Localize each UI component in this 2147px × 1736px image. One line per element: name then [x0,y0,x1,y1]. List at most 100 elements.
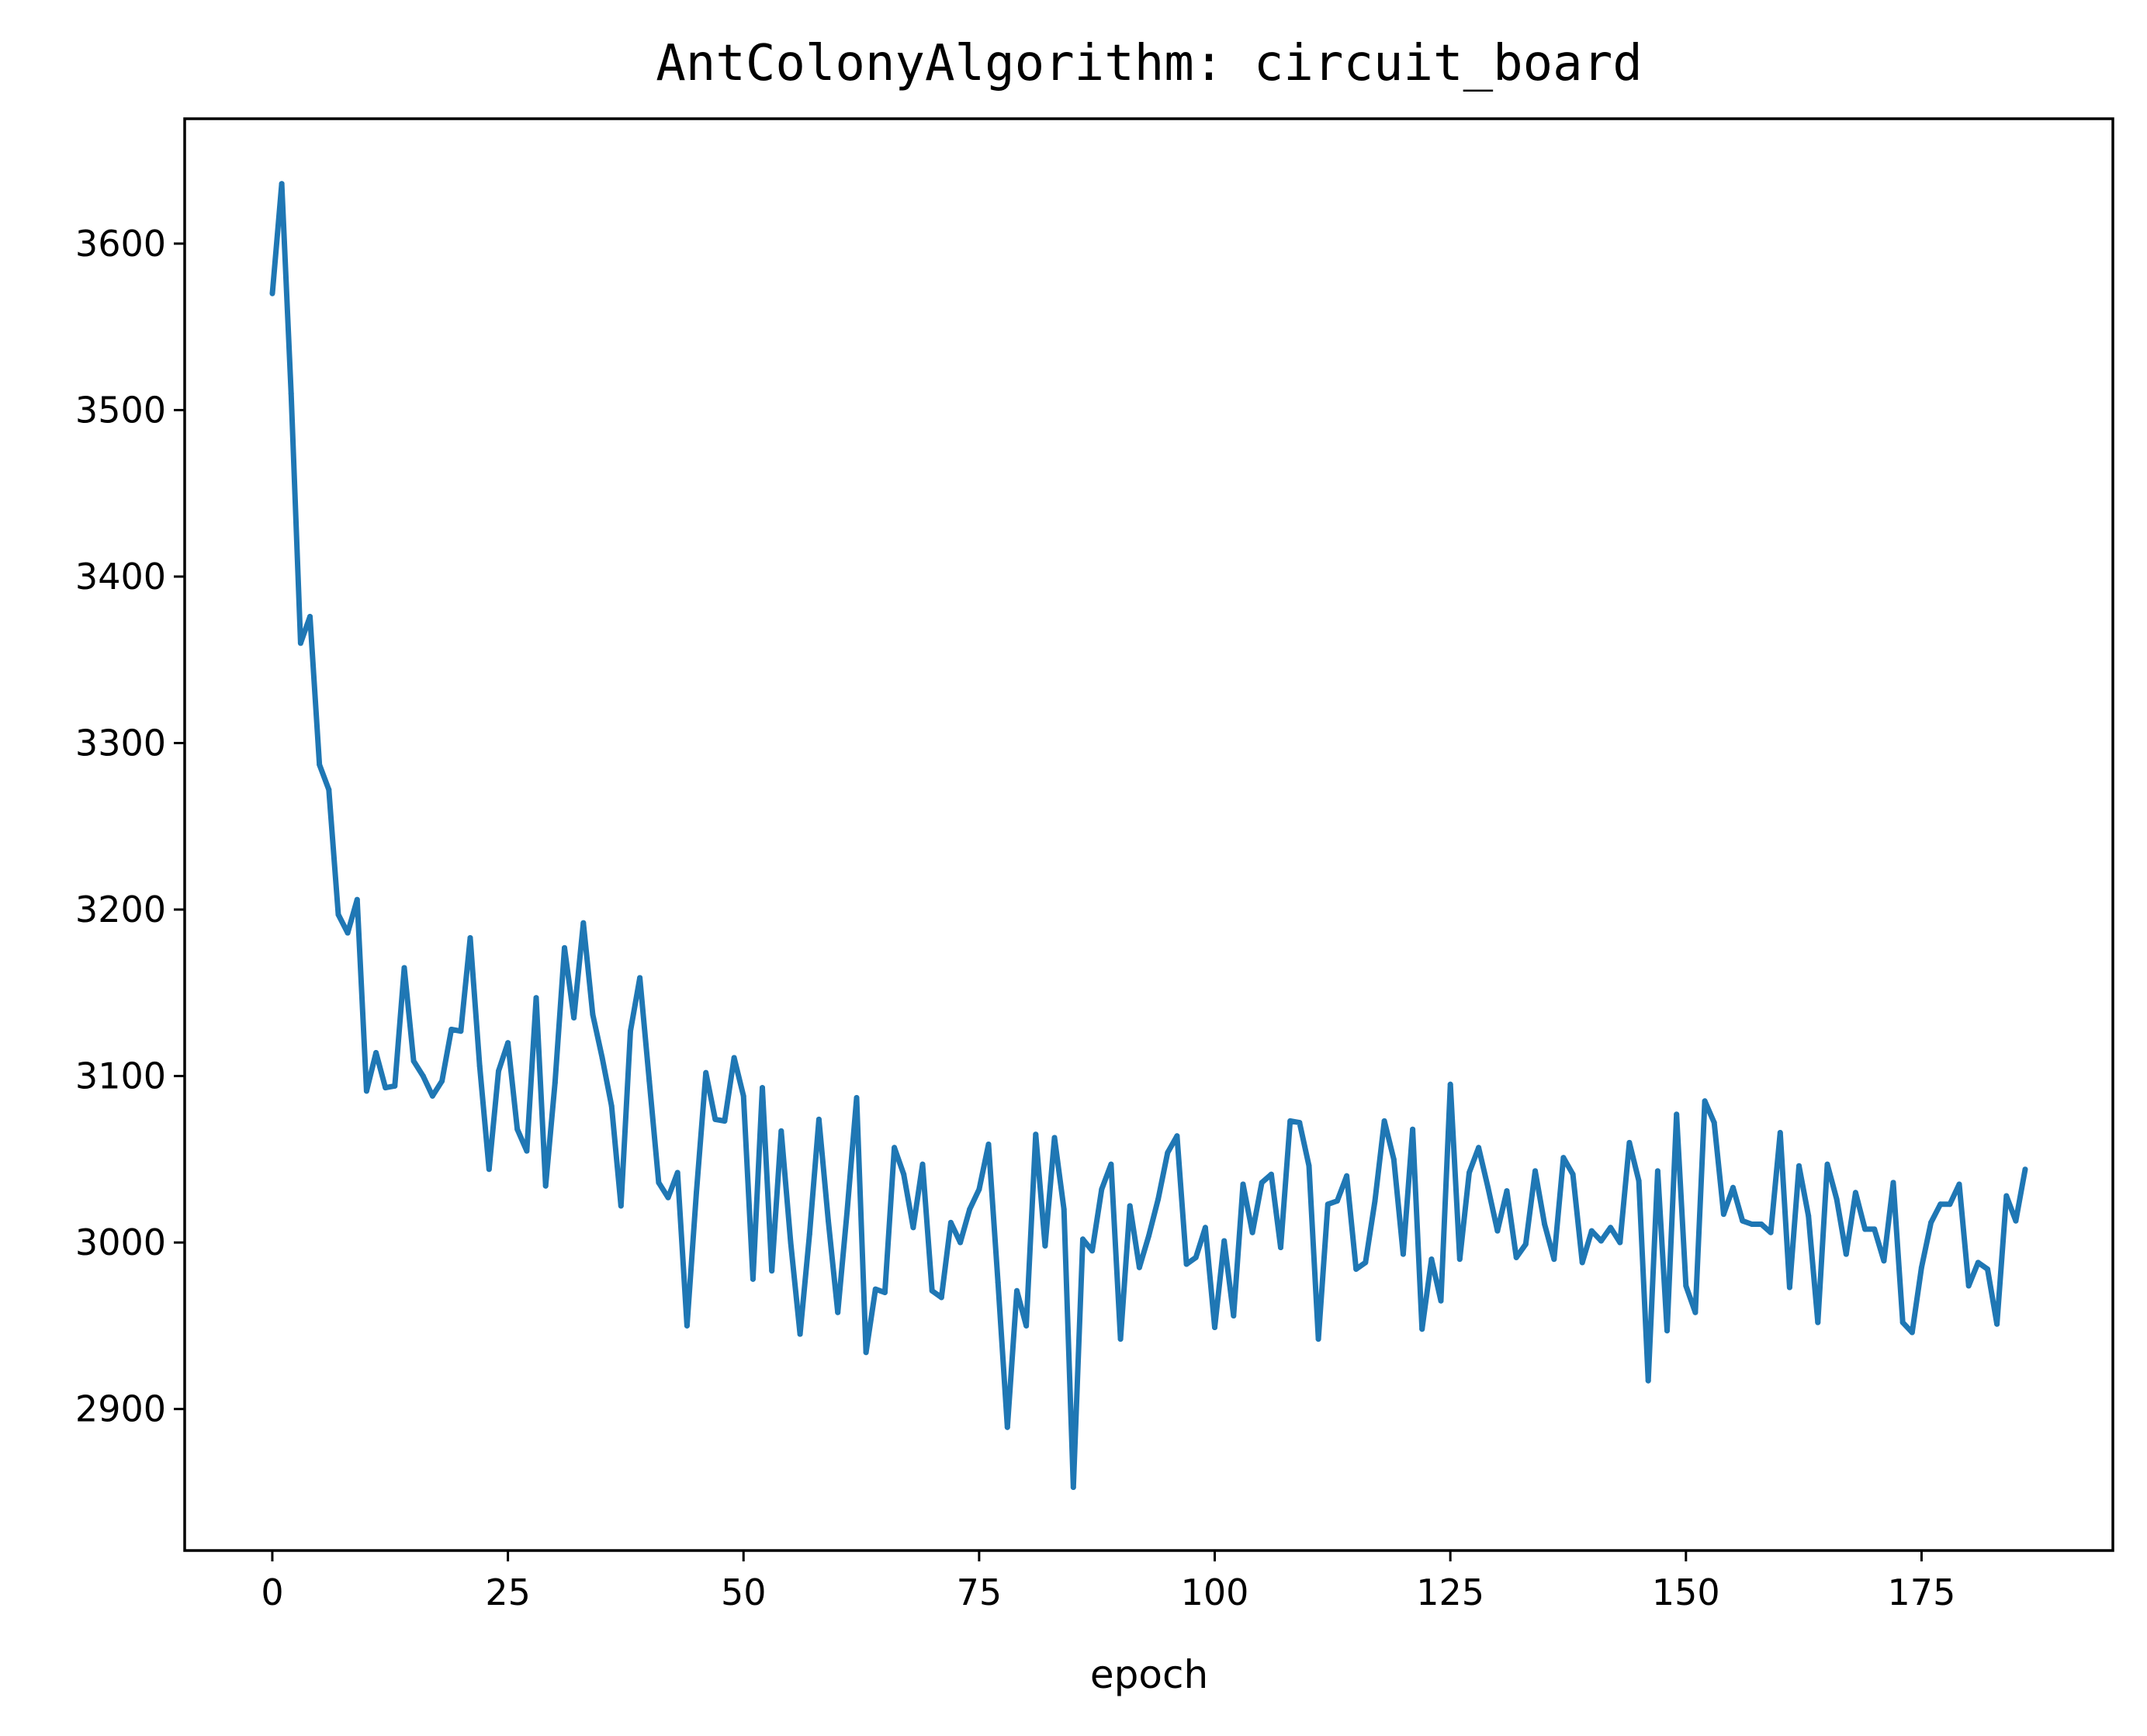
data-point [1410,1126,1416,1132]
data-point [1372,1198,1378,1204]
data-point [1777,1130,1783,1135]
data-point [1872,1226,1878,1232]
data-point [562,944,567,951]
y-tick-label: 3100 [75,1055,166,1097]
data-point [1127,1203,1133,1209]
data-point [637,975,643,981]
data-point [1259,1180,1265,1186]
data-point [401,965,407,971]
data-point [1542,1221,1548,1227]
data-point [947,1219,954,1225]
data-point [326,787,332,793]
series-points [269,181,2028,1490]
data-point [1758,1221,1764,1227]
data-point [684,1322,690,1329]
data-point [335,912,341,917]
x-tick-label: 175 [1888,1571,1956,1613]
data-point [1711,1120,1717,1126]
data-point [1004,1424,1010,1430]
data-point [1918,1264,1924,1270]
data-point [1438,1298,1444,1304]
data-point [731,1055,737,1061]
data-point [1278,1245,1283,1250]
x-tick-label: 100 [1181,1571,1249,1613]
x-tick-label: 125 [1416,1571,1484,1613]
data-point [1447,1081,1453,1087]
data-point [1344,1173,1350,1179]
data-point [1588,1228,1595,1234]
data-point [1513,1254,1519,1260]
data-point [863,1350,869,1356]
data-point [1617,1239,1623,1246]
data-point [778,1128,784,1134]
data-point [1174,1133,1180,1139]
data-point [674,1169,680,1176]
data-point [1099,1187,1105,1192]
x-axis-label: epoch [1090,1652,1208,1697]
data-point [1815,1319,1821,1325]
data-point [580,920,587,926]
plot-frame [183,117,2114,1552]
data-point [1890,1180,1896,1186]
data-point [835,1309,841,1315]
y-tick-label: 3600 [75,223,166,265]
data-point [722,1118,728,1124]
data-point [486,1166,492,1173]
data-point [590,1011,596,1017]
data-point [1428,1256,1435,1263]
data-point [599,1055,605,1061]
data-point [1334,1198,1340,1204]
data-point [1381,1118,1387,1124]
data-point [1937,1201,1944,1208]
data-point [420,1073,426,1079]
data-point [1522,1241,1529,1247]
data-point [429,1093,435,1099]
data-point [1598,1238,1604,1244]
x-tick-label: 25 [485,1571,531,1613]
data-point [1504,1188,1510,1194]
data-point [1419,1326,1425,1332]
data-point [976,1187,982,1192]
data-point [1532,1168,1538,1174]
data-point [1231,1313,1237,1318]
data-point [1824,1161,1830,1167]
data-point [1070,1485,1076,1490]
data-point [1645,1377,1651,1384]
data-point [1909,1329,1915,1336]
data-point [505,1040,511,1046]
y-tick-label: 3000 [75,1221,166,1263]
data-point [1985,1266,1990,1272]
data-point [1570,1171,1576,1177]
data-point [1965,1283,1972,1289]
data-point [806,1231,812,1237]
data-point [1306,1163,1312,1169]
data-point [496,1068,501,1074]
y-tick-label: 3500 [75,389,166,431]
data-point [1881,1258,1887,1264]
data-point [1551,1256,1557,1263]
data-point [1202,1225,1208,1231]
x-tick-label: 75 [957,1571,1003,1613]
data-point [985,1142,992,1147]
data-point [1692,1309,1699,1315]
y-tick-label: 3300 [75,722,166,764]
data-point [1108,1161,1114,1167]
data-point [1390,1156,1397,1163]
data-point [760,1085,765,1091]
data-point [844,1208,850,1214]
x-tick-label: 0 [261,1571,283,1613]
data-point [1400,1251,1406,1257]
data-point [816,1116,822,1122]
data-point [514,1126,521,1132]
data-point [910,1225,916,1231]
data-point [279,181,285,187]
data-point [1042,1242,1048,1249]
data-point [750,1276,756,1282]
data-point [1862,1226,1868,1232]
data-point [307,614,313,619]
data-point [740,1093,746,1099]
data-point [1702,1098,1708,1104]
data-point [1796,1163,1802,1169]
data-point [1136,1264,1142,1270]
data-point [467,935,473,941]
